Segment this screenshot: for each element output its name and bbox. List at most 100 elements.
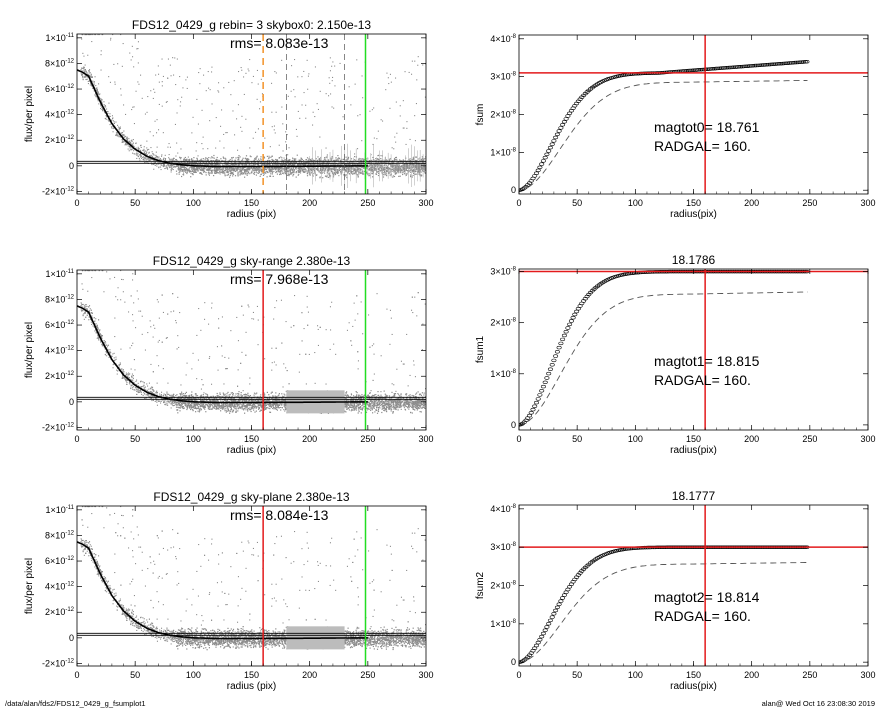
sky-point <box>406 164 408 166</box>
data-point <box>98 96 100 98</box>
sky-point <box>253 173 255 175</box>
sky-point <box>286 170 288 172</box>
data-point <box>413 169 415 171</box>
data-point <box>218 167 220 169</box>
data-point <box>98 34 100 36</box>
data-point <box>120 132 122 134</box>
sky-point <box>402 166 404 168</box>
sky-point <box>249 163 251 165</box>
sky-point <box>424 169 426 171</box>
sky-point <box>401 165 403 167</box>
sky-point <box>263 162 266 164</box>
data-point <box>207 148 209 150</box>
sky-point <box>270 168 272 171</box>
sky-point <box>287 173 290 175</box>
data-point <box>199 168 201 170</box>
data-point <box>167 58 169 60</box>
sky-point <box>331 168 333 170</box>
data-point <box>399 162 401 164</box>
sky-point <box>258 171 260 173</box>
sky-point <box>255 171 257 173</box>
sky-point <box>401 170 403 172</box>
data-point <box>147 161 149 163</box>
data-point <box>394 165 396 167</box>
data-point <box>377 130 379 132</box>
data-point <box>368 172 370 174</box>
sky-point <box>256 169 258 171</box>
sky-point <box>232 168 234 170</box>
sky-point <box>403 165 405 167</box>
sky-point <box>278 168 280 170</box>
sky-point <box>279 173 281 176</box>
sky-point <box>288 167 290 169</box>
sky-point <box>360 164 362 166</box>
data-point <box>319 136 321 138</box>
sky-point <box>218 160 220 162</box>
data-point <box>211 103 213 105</box>
data-point <box>170 164 172 166</box>
sky-point <box>409 159 412 162</box>
data-point <box>303 92 305 94</box>
data-point <box>159 158 161 160</box>
data-point <box>223 133 225 135</box>
y-tick-label: 4×10-12 <box>45 110 75 120</box>
sky-point <box>348 173 351 175</box>
data-point <box>259 101 261 103</box>
sky-point <box>255 166 257 168</box>
data-point <box>192 170 194 172</box>
data-point <box>254 157 256 159</box>
data-point <box>263 171 265 173</box>
data-point <box>227 173 229 175</box>
sky-point <box>189 170 191 172</box>
sky-point <box>346 159 348 161</box>
growth-point <box>532 174 538 178</box>
data-point <box>122 134 124 136</box>
data-point <box>83 71 85 73</box>
sky-point <box>386 170 388 172</box>
sky-point <box>193 166 195 168</box>
sky-point <box>388 163 391 165</box>
data-point <box>314 164 316 166</box>
data-point <box>261 171 263 173</box>
data-point <box>104 118 106 120</box>
sky-point <box>274 167 276 169</box>
data-point <box>280 156 282 158</box>
data-point <box>124 136 126 138</box>
sky-point <box>414 165 416 167</box>
data-point <box>180 148 182 150</box>
sky-point <box>337 163 339 166</box>
data-point <box>292 170 294 172</box>
data-point <box>171 167 173 169</box>
sky-point <box>367 174 369 176</box>
sky-point <box>279 172 281 174</box>
sky-point <box>330 160 332 162</box>
sky-point <box>327 168 330 170</box>
data-point <box>152 153 154 155</box>
data-point <box>219 173 221 175</box>
growth-point <box>551 139 557 143</box>
sky-point <box>277 167 279 169</box>
sky-point <box>405 164 407 166</box>
data-point <box>394 171 396 173</box>
sky-point <box>385 167 388 170</box>
data-point <box>164 160 166 162</box>
sky-point <box>348 163 350 165</box>
data-point <box>419 163 421 165</box>
data-point <box>389 158 391 160</box>
data-point <box>161 58 163 60</box>
data-point <box>143 157 145 159</box>
data-point <box>226 162 228 164</box>
data-point <box>389 107 391 109</box>
sky-point <box>281 157 283 159</box>
sky-point <box>319 177 321 179</box>
data-point <box>150 158 152 160</box>
sky-point <box>244 166 246 169</box>
sky-point <box>319 162 321 164</box>
sky-point <box>243 173 245 175</box>
data-point <box>412 167 414 169</box>
data-point <box>147 158 149 160</box>
data-point <box>89 69 91 71</box>
sky-point <box>273 168 275 170</box>
sky-point <box>253 159 255 161</box>
sky-point <box>297 174 299 176</box>
